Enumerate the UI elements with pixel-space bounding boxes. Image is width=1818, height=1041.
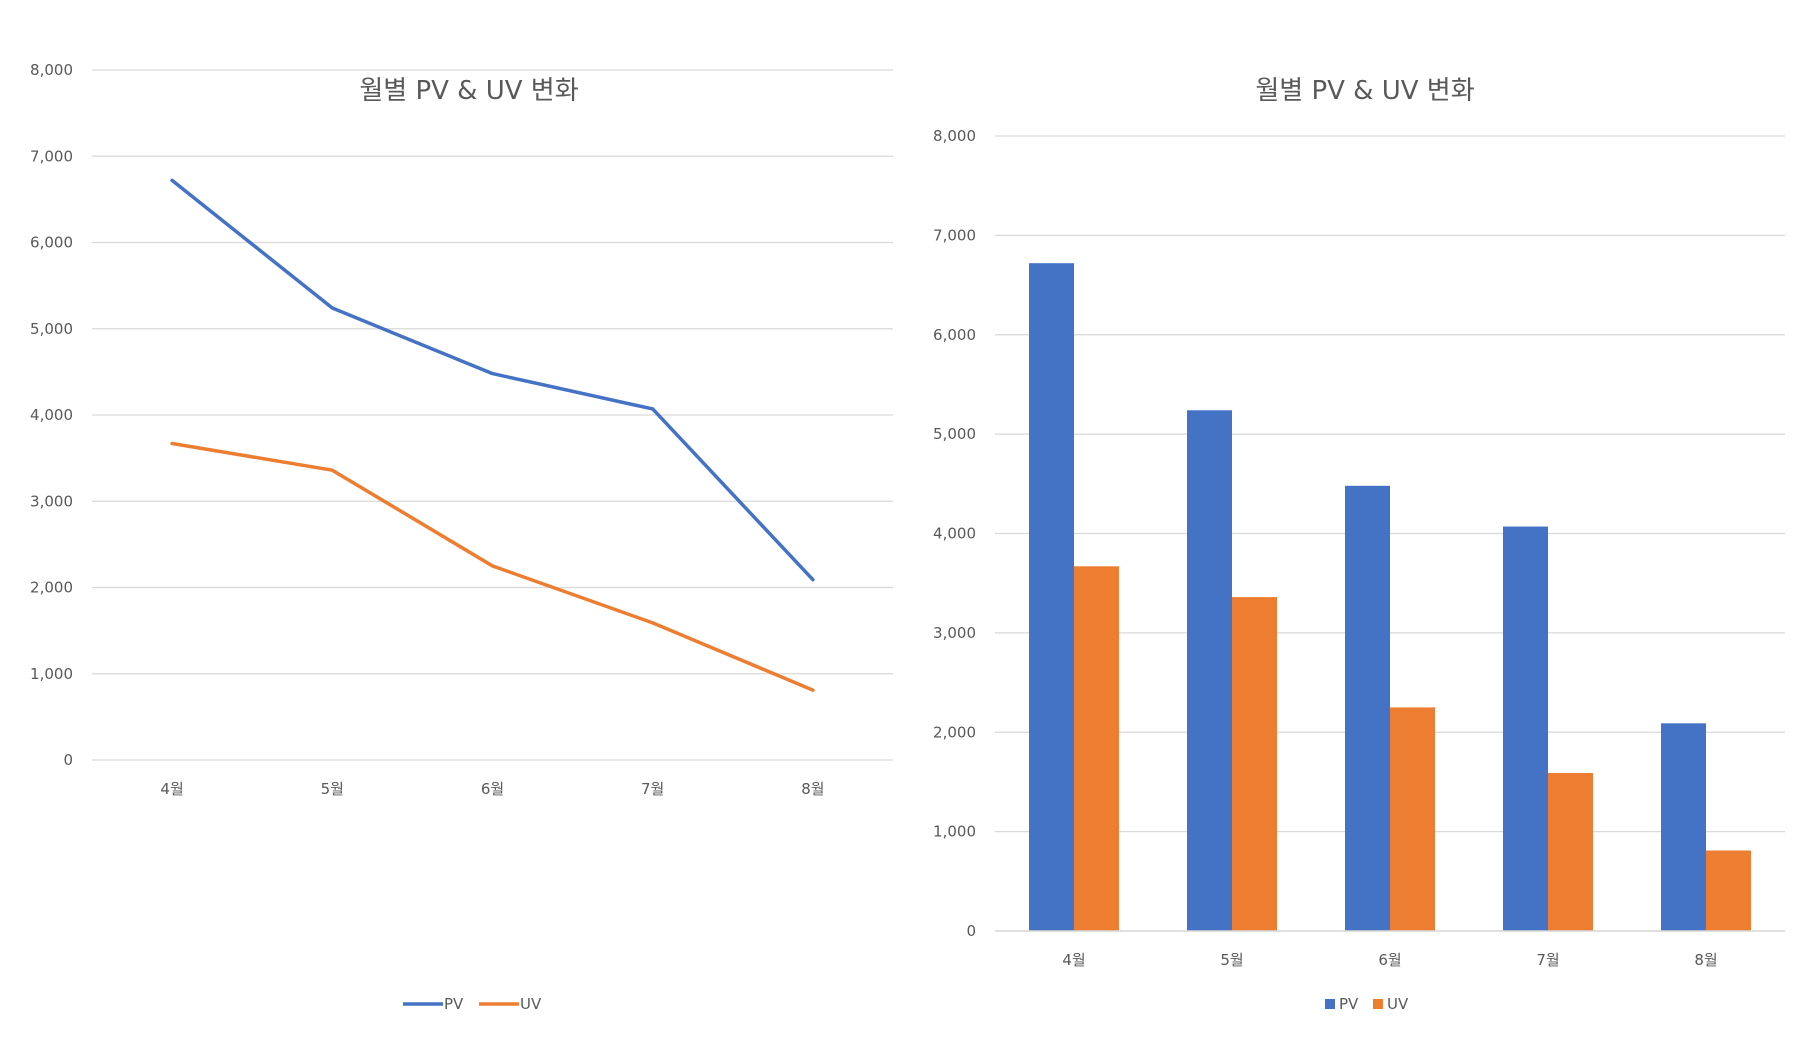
bar-pv [1029,263,1074,931]
bar-y-tick-label: 8,000 [933,127,976,145]
line-legend-label: PV [444,995,464,1013]
bar-y-tick-label: 5,000 [933,425,976,443]
line-y-tick-label: 6,000 [30,234,73,252]
bar-pv [1345,485,1390,931]
line-y-tick-label: 8,000 [30,61,73,79]
line-y-tick-label: 2,000 [30,579,73,597]
bar-pv [1661,723,1706,931]
bar-legend-label: PV [1339,995,1359,1013]
line-legend-label: UV [520,995,542,1013]
bar-y-tick-label: 1,000 [933,823,976,841]
bar-chart-title: 월별 PV & UV 변화 [1255,76,1474,106]
line-y-tick-label: 4,000 [30,406,73,424]
bar-y-tick-label: 6,000 [933,326,976,344]
line-y-tick-label: 0 [63,751,73,769]
bar-legend-label: UV [1387,995,1409,1013]
line-series-uv [170,441,815,692]
bar-y-tick-label: 2,000 [933,723,976,741]
line-y-tick-label: 7,000 [30,147,73,165]
line-y-tick-label: 3,000 [30,492,73,510]
bar-y-tick-label: 3,000 [933,624,976,642]
line-y-tick-label: 1,000 [30,665,73,683]
line-chart: 월별 PV & UV 변화 0 1,000 2,000 3,000 4,000 5,000… [30,61,893,1013]
line-chart-title: 월별 PV & UV 변화 [359,76,578,106]
bar-x-tick-label: 7월 [1536,951,1559,969]
bar-y-tick-label: 7,000 [933,226,976,244]
line-x-tick-label: 7월 [641,780,664,798]
bar-x-tick-label: 5월 [1220,951,1243,969]
line-x-tick-label: 8월 [801,780,824,798]
bar-y-tick-label: 0 [966,922,976,940]
line-x-tick-label: 6월 [481,780,504,798]
bar-y-tick-label: 4,000 [933,525,976,543]
bar-uv [1074,566,1119,931]
line-y-tick-label: 5,000 [30,320,73,338]
bar-x-tick-label: 8월 [1694,951,1717,969]
line-x-tick-label: 5월 [321,780,344,798]
bar-uv [1232,597,1277,931]
bar-legend-swatch [1373,999,1383,1009]
bar-pv [1503,526,1548,931]
bar-legend-swatch [1325,999,1335,1009]
bar-chart: 월별 PV & UV 변화 0 1,000 2,000 3,000 4,000 5,000… [933,76,1785,1013]
line-x-tick-label: 4월 [160,780,183,798]
line-series-pv [170,178,815,582]
bar-x-tick-label: 4월 [1062,951,1085,969]
bar-uv [1548,772,1593,931]
bar-x-tick-label: 6월 [1378,951,1401,969]
bar-uv [1390,707,1435,931]
bar-pv [1187,410,1232,931]
bar-uv [1706,850,1751,931]
